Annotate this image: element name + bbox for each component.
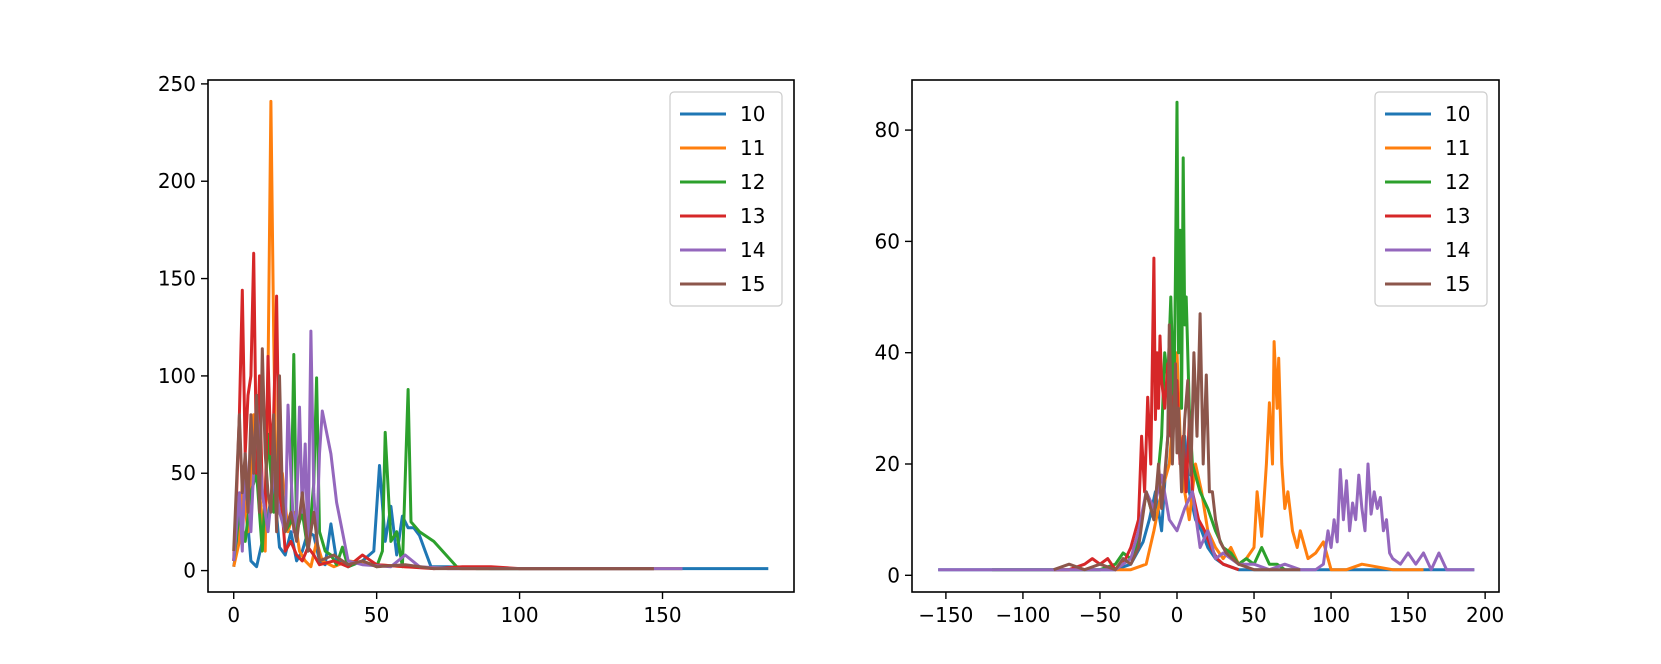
legend: 10 11 12 13 14 15 xyxy=(669,91,783,307)
y-tick-label: 60 xyxy=(875,229,900,253)
legend-label-10: 10 xyxy=(1445,102,1470,126)
series-line-14 xyxy=(938,462,1475,572)
y-tick-label: 80 xyxy=(875,118,900,142)
y-tick-label: 200 xyxy=(158,169,196,193)
legend-box xyxy=(1374,91,1488,307)
y-tick-label: 150 xyxy=(158,267,196,291)
x-tick-label: 200 xyxy=(1466,603,1504,627)
legend: 10 11 12 13 14 15 xyxy=(1374,91,1488,307)
legend-label-10: 10 xyxy=(740,102,765,126)
y-tick-label: 0 xyxy=(183,559,196,583)
y-tick-label: 40 xyxy=(875,341,900,365)
legend-label-12: 12 xyxy=(1445,170,1470,194)
y-tick-label: 50 xyxy=(171,461,196,485)
x-tick-label: −50 xyxy=(1079,603,1121,627)
legend-label-14: 14 xyxy=(1445,238,1470,262)
legend-label-15: 15 xyxy=(1445,272,1470,296)
legend-label-12: 12 xyxy=(740,170,765,194)
x-tick-label: 150 xyxy=(643,603,681,627)
x-tick-label: 0 xyxy=(1171,603,1184,627)
series-group xyxy=(232,99,769,571)
x-tick-label: 0 xyxy=(227,603,240,627)
subplot-2: −150 −100 −50 0 50 100 150 200 0 20 40 60 80 10 11 12 13… xyxy=(875,79,1504,627)
series-line-13 xyxy=(1053,256,1240,572)
x-tick-label: 100 xyxy=(500,603,538,627)
series-line-11 xyxy=(1115,340,1424,572)
legend-label-11: 11 xyxy=(740,136,765,160)
series-group xyxy=(938,100,1475,572)
x-tick-label: 50 xyxy=(1241,603,1266,627)
x-tick-label: −100 xyxy=(995,603,1050,627)
y-tick-label: 0 xyxy=(887,563,900,587)
legend-box xyxy=(669,91,783,307)
legend-label-15: 15 xyxy=(740,272,765,296)
legend-label-13: 13 xyxy=(1445,204,1470,228)
legend-label-11: 11 xyxy=(1445,136,1470,160)
axes-frame xyxy=(911,79,1500,593)
y-tick-label: 250 xyxy=(158,72,196,96)
y-tick-label: 20 xyxy=(875,452,900,476)
series-line-14 xyxy=(232,329,683,571)
y-tick-label: 100 xyxy=(158,364,196,388)
legend-label-13: 13 xyxy=(740,204,765,228)
axes-frame xyxy=(207,79,795,593)
subplot-1: 0 50 100 150 0 50 100 150 200 250 10 11 12 13 14 15 xyxy=(158,72,795,627)
legend-label-14: 14 xyxy=(740,238,765,262)
x-tick-label: −150 xyxy=(918,603,973,627)
x-tick-label: 150 xyxy=(1389,603,1427,627)
series-line-15 xyxy=(1053,312,1301,572)
x-tick-label: 50 xyxy=(364,603,389,627)
series-line-15 xyxy=(232,347,654,571)
x-tick-label: 100 xyxy=(1312,603,1350,627)
